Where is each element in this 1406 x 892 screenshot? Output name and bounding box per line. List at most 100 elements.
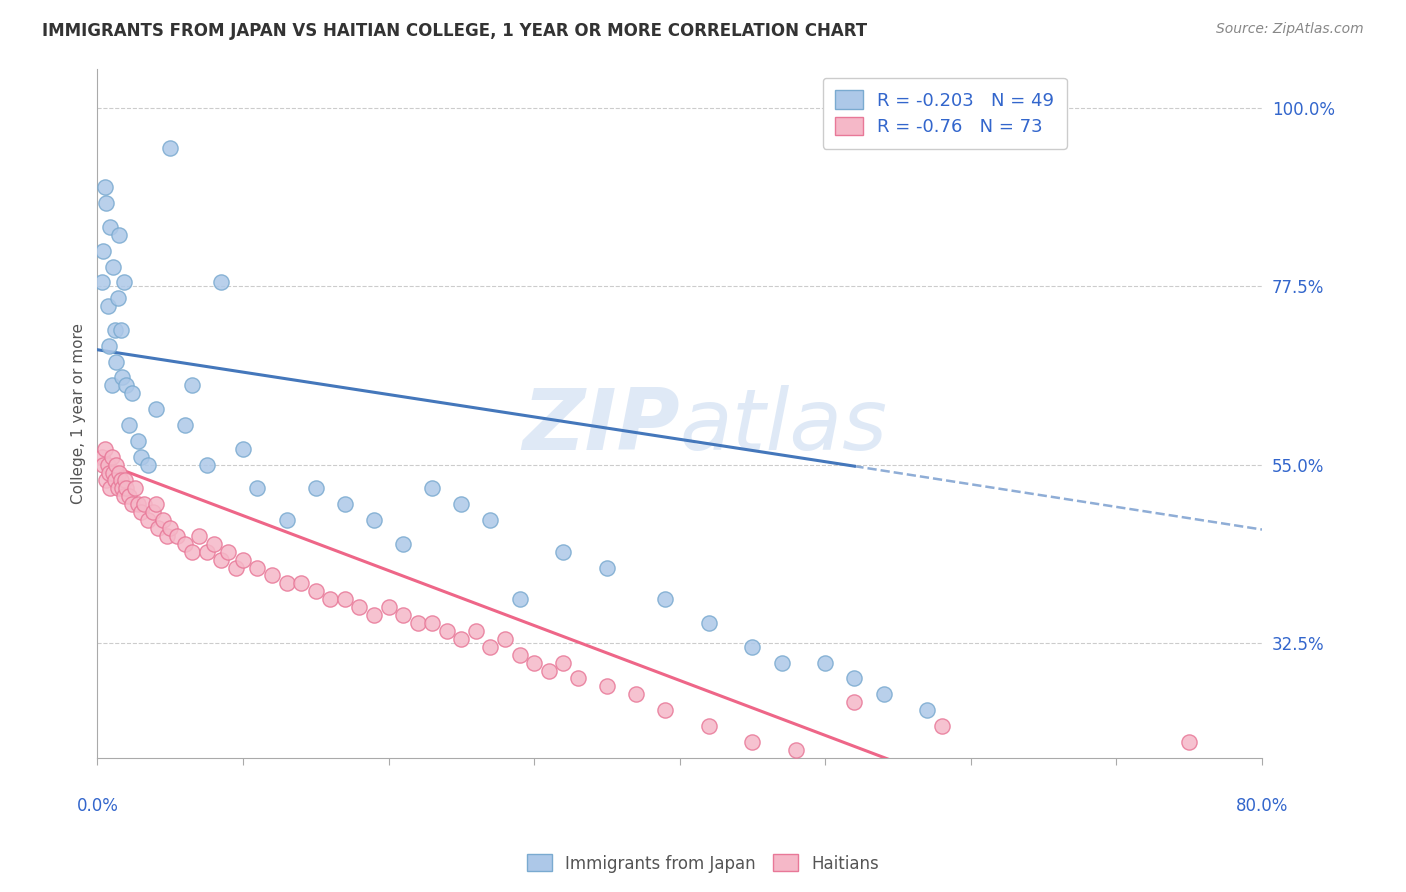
Point <box>103 260 125 274</box>
Point <box>195 545 218 559</box>
Point <box>464 624 486 638</box>
Point <box>209 276 232 290</box>
Point <box>494 632 516 646</box>
Point <box>872 687 894 701</box>
Point <box>363 608 385 623</box>
Y-axis label: College, 1 year or more: College, 1 year or more <box>72 323 86 504</box>
Text: 0.0%: 0.0% <box>76 797 118 814</box>
Point <box>107 481 129 495</box>
Point <box>98 466 121 480</box>
Point <box>523 656 546 670</box>
Point <box>132 497 155 511</box>
Point <box>93 442 115 456</box>
Point <box>392 537 415 551</box>
Point <box>406 615 429 630</box>
Point <box>156 529 179 543</box>
Point <box>105 458 128 472</box>
Point <box>785 743 807 757</box>
Point <box>152 513 174 527</box>
Point <box>129 505 152 519</box>
Point <box>111 481 134 495</box>
Point <box>136 458 159 472</box>
Point <box>127 497 149 511</box>
Point <box>124 481 146 495</box>
Point <box>96 299 118 313</box>
Point <box>115 481 138 495</box>
Point <box>305 481 328 495</box>
Point <box>450 497 472 511</box>
Point <box>741 640 763 654</box>
Point <box>246 560 269 574</box>
Point <box>697 719 720 733</box>
Point <box>450 632 472 646</box>
Point <box>91 458 114 472</box>
Point <box>181 545 204 559</box>
Point <box>654 703 676 717</box>
Point <box>121 497 143 511</box>
Point <box>159 521 181 535</box>
Point <box>392 608 415 623</box>
Point <box>276 576 298 591</box>
Point <box>101 378 124 392</box>
Point <box>232 552 254 566</box>
Point <box>121 386 143 401</box>
Point <box>305 584 328 599</box>
Point <box>195 458 218 472</box>
Point <box>94 196 117 211</box>
Point <box>115 378 138 392</box>
Point <box>159 141 181 155</box>
Point <box>333 592 356 607</box>
Point <box>129 450 152 464</box>
Point <box>112 276 135 290</box>
Point <box>553 656 575 670</box>
Point <box>188 529 211 543</box>
Point <box>104 474 127 488</box>
Point <box>349 600 371 615</box>
Point <box>136 513 159 527</box>
Point <box>232 442 254 456</box>
Point <box>567 672 589 686</box>
Point <box>101 450 124 464</box>
Legend: R = -0.203   N = 49, R = -0.76   N = 73: R = -0.203 N = 49, R = -0.76 N = 73 <box>823 78 1067 149</box>
Point <box>127 434 149 448</box>
Point <box>111 370 134 384</box>
Point <box>741 735 763 749</box>
Point <box>225 560 247 574</box>
Point <box>509 648 531 662</box>
Point <box>420 615 443 630</box>
Point <box>697 615 720 630</box>
Point <box>91 244 114 258</box>
Point <box>333 497 356 511</box>
Text: ZIP: ZIP <box>522 385 679 468</box>
Point <box>96 458 118 472</box>
Point <box>553 545 575 559</box>
Point <box>173 417 195 432</box>
Point <box>479 513 502 527</box>
Point <box>276 513 298 527</box>
Point <box>94 474 117 488</box>
Point <box>217 545 239 559</box>
Point <box>654 592 676 607</box>
Point <box>110 323 132 337</box>
Point <box>377 600 399 615</box>
Point <box>148 521 170 535</box>
Point <box>814 656 837 670</box>
Point <box>596 679 619 693</box>
Point <box>420 481 443 495</box>
Point <box>145 497 167 511</box>
Point <box>537 664 560 678</box>
Point <box>173 537 195 551</box>
Point <box>145 402 167 417</box>
Point <box>844 672 866 686</box>
Text: IMMIGRANTS FROM JAPAN VS HAITIAN COLLEGE, 1 YEAR OR MORE CORRELATION CHART: IMMIGRANTS FROM JAPAN VS HAITIAN COLLEGE… <box>42 22 868 40</box>
Point <box>509 592 531 607</box>
Point <box>209 552 232 566</box>
Point <box>931 719 953 733</box>
Point <box>110 474 132 488</box>
Point <box>107 291 129 305</box>
Point <box>90 276 112 290</box>
Point <box>142 505 165 519</box>
Point <box>363 513 385 527</box>
Point <box>770 656 793 670</box>
Legend: Immigrants from Japan, Haitians: Immigrants from Japan, Haitians <box>520 847 886 880</box>
